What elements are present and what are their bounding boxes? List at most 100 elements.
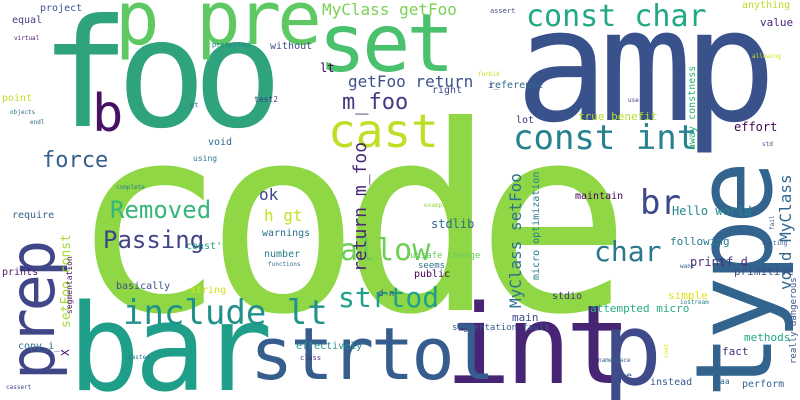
word-attempted-micro: attempted micro [590,302,690,315]
word-prints: prints [2,267,39,278]
word-objects: objects [10,109,36,116]
word-project: project [40,3,83,14]
word-forbid: forbid [478,71,500,78]
word-warnings: warnings [262,228,311,239]
word-void: void [208,137,233,148]
word-main: main [512,311,539,324]
word-casted: casted [128,354,150,361]
word-require: require [12,210,55,221]
word-b: b [92,84,124,144]
word-std: std [762,141,773,148]
word-following: following [670,235,730,248]
word-reference: reference [489,80,544,91]
word-segmentation: segmentation [65,256,74,314]
word-iostream: iostream [680,299,709,306]
word-number: number [264,249,301,260]
word-removed: Removed [110,196,212,224]
word-p-pre: p pre [115,0,322,62]
word-equal: equal [12,15,43,26]
word-string: string [190,285,227,296]
word-const-char: const char [526,0,707,34]
word-example: example [424,202,450,209]
word-return-m-foo: return m_foo [350,141,371,272]
word-force: force [42,148,109,173]
word-int: int [445,281,632,400]
word-unsafe-change: unsafe change [410,251,481,261]
word-stdio: stdio [552,291,583,302]
word-maintain: maintain [575,191,624,202]
word-basically: basically [116,281,171,292]
word-use: use [628,97,639,104]
word-lt: lt [320,61,335,75]
word-instead: instead [650,377,693,388]
word-ok: ok [259,185,279,204]
word-cast: cast [328,104,439,158]
word-really-dangerous: really dangerous [789,277,799,364]
word-using: using [193,154,218,163]
word-class: class [300,354,322,362]
word-char: char [594,235,662,268]
word-allow: allow [340,233,431,268]
word-foo: foo [40,0,283,162]
word-namespace: namespace [598,357,631,364]
word-protected: protected [212,41,250,49]
word-x: X [59,349,72,356]
word-seems: seems [418,261,446,271]
word-const-apostrophe: const' [186,241,223,252]
word-segmentation-fault: segmentation fault [452,323,550,333]
word-fact: fact [722,345,749,358]
word-h-gt: h gt [264,206,303,225]
word-point: point [2,93,33,104]
word-want: want [680,263,695,270]
word-strtol: strtol [250,312,495,396]
word-primitive: primitive [734,265,794,278]
word-micro-optimization: micro optimization [531,171,542,280]
word-lot: lot [516,115,535,126]
word-gt: gt [190,101,199,109]
word-set: set [318,0,454,90]
word-away-constness: away constness [687,65,698,150]
word-bar: bar [68,280,273,400]
word-value: value [760,16,794,29]
word-printf-d: printf d [690,255,748,269]
word-right: right [432,85,463,96]
word-strtod: strtod [338,281,440,314]
word-cout: cout [663,343,670,358]
word-myclass-setfoo: MyClass setFoo [506,173,525,308]
word-test2: test2 [254,95,279,104]
word-br: br [640,183,681,223]
word-anything: anything [742,0,791,11]
word-assert: assert [490,7,516,15]
word-see: see [614,371,633,382]
word-include-lt: include lt [123,293,328,333]
word-p: p [602,291,663,400]
word-complete: complete [116,184,145,191]
word-casting: casting [762,240,788,247]
word-const-int: const int [513,118,698,158]
word-d-n: d n [378,289,395,299]
word-perform: perform [742,379,785,390]
word-myclass-getfoo: MyClass getFoo [322,0,457,19]
word-virtual: virtual [14,35,40,42]
word-stdlib: stdlib [431,217,475,231]
word-code: code [70,71,631,371]
word-fail: fail [769,215,776,230]
word-methods: methods [744,331,791,344]
word-m-foo: m_foo [342,90,409,115]
word-i: i_ [488,81,499,91]
word-effort: effort [734,120,778,134]
word-true-benefit: true benefit [578,110,658,123]
word-type: type [673,166,796,398]
word-prep: prep [0,242,69,380]
word-amp: amp [515,0,777,157]
word-without: without [270,41,313,52]
word-passing: Passing [103,226,205,254]
word-simple: simple [668,289,708,302]
word-endl: endl [30,119,45,126]
word-copy-i: copy_i_ [18,341,61,352]
word-public: public [414,269,451,280]
word-allowing: allowing [752,53,781,60]
word-aa: aa [720,377,730,386]
word-hello-world: Hello world [672,204,752,218]
